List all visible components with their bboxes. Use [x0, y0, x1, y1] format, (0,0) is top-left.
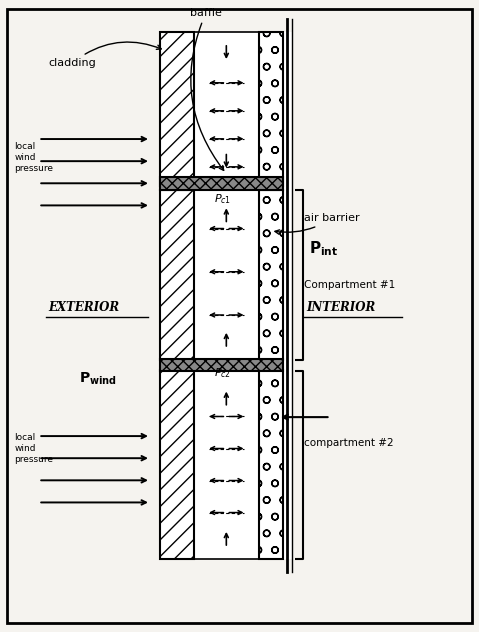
Text: cladding: cladding [48, 42, 161, 68]
Bar [194, 190, 259, 360]
Text: air barrier: air barrier [275, 213, 360, 234]
Text: local
wind
pressure: local wind pressure [14, 433, 53, 464]
Bar [259, 190, 283, 360]
Bar [194, 32, 259, 186]
Bar [160, 177, 283, 190]
Bar [259, 370, 283, 559]
Bar [160, 190, 194, 360]
Text: INTERIOR: INTERIOR [307, 301, 376, 314]
Bar [160, 359, 283, 371]
Bar [160, 32, 194, 186]
Text: $\mathbf{P_{wind}}$: $\mathbf{P_{wind}}$ [79, 370, 117, 387]
Bar [259, 32, 283, 186]
Text: Compartment #1: Compartment #1 [304, 279, 396, 289]
Text: $P_{c2}$: $P_{c2}$ [214, 366, 231, 380]
Text: $P_{c1}$: $P_{c1}$ [214, 192, 231, 206]
Text: baffle: baffle [190, 8, 224, 171]
Bar [160, 370, 194, 559]
Bar [194, 370, 259, 559]
Bar [160, 32, 292, 559]
Text: $\mathbf{P_{int}}$: $\mathbf{P_{int}}$ [309, 239, 339, 257]
Text: local
wind
pressure: local wind pressure [14, 142, 53, 173]
Text: compartment #2: compartment #2 [304, 437, 394, 447]
Text: EXTERIOR: EXTERIOR [48, 301, 119, 314]
